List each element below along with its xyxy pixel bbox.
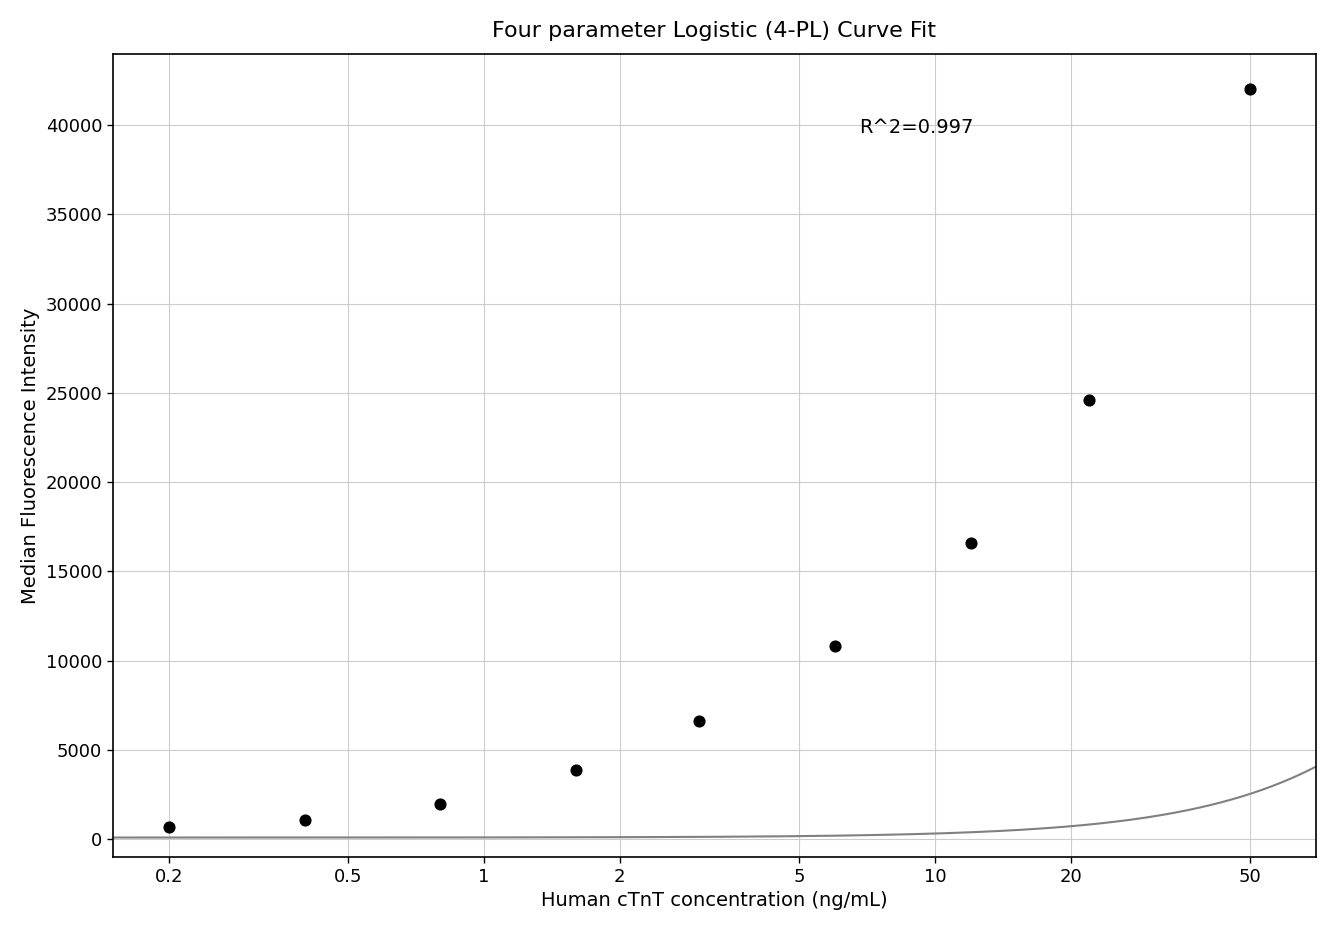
X-axis label: Human cTnT concentration (ng/mL): Human cTnT concentration (ng/mL)	[541, 891, 888, 911]
Point	[960, 535, 981, 550]
Text: R^2=0.997: R^2=0.997	[858, 118, 973, 137]
Point	[1239, 82, 1261, 97]
Title: Four parameter Logistic (4-PL) Curve Fit: Four parameter Logistic (4-PL) Curve Fit	[492, 20, 936, 41]
Point	[825, 639, 846, 654]
Point	[429, 796, 451, 811]
Point	[158, 819, 179, 834]
Point	[689, 714, 710, 729]
Point	[566, 762, 587, 777]
Point	[294, 812, 316, 827]
Point	[1079, 393, 1100, 408]
Y-axis label: Median Fluorescence Intensity: Median Fluorescence Intensity	[21, 307, 40, 603]
